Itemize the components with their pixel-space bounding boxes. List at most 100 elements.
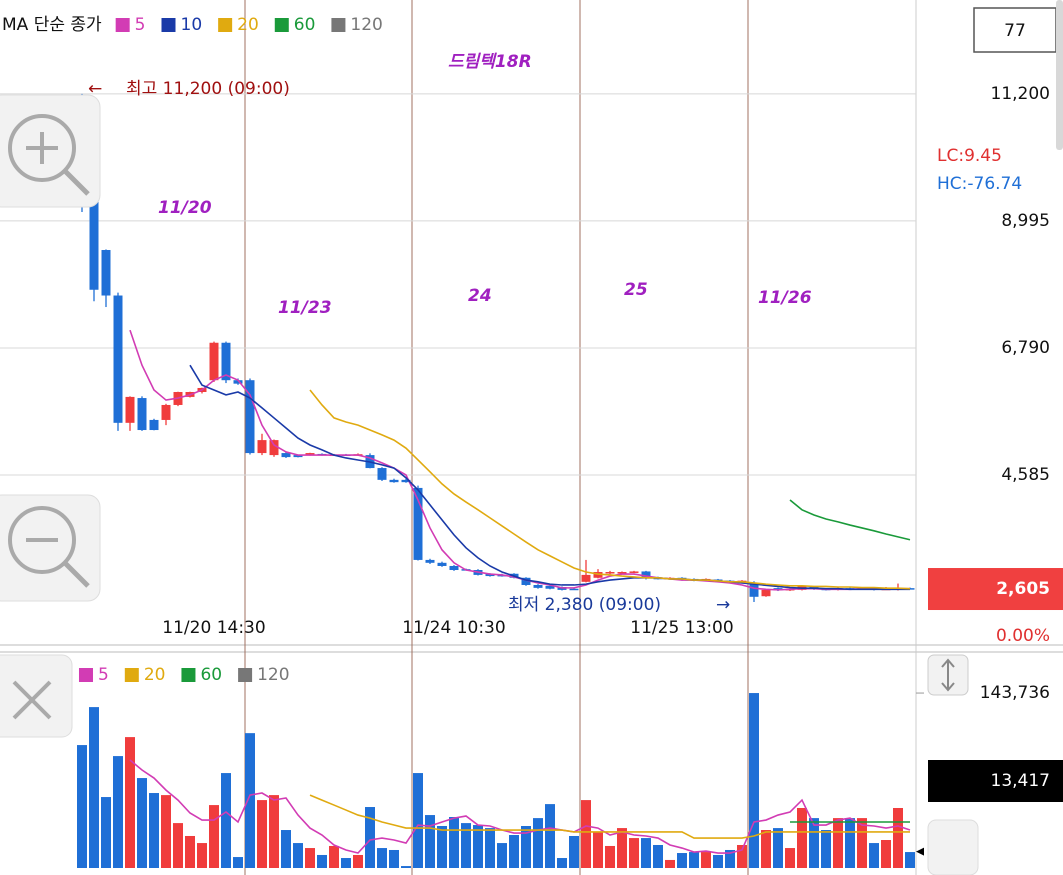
change-label: 0.00% [996,626,1050,646]
volume-bar [521,826,531,868]
volume-bar [197,843,207,868]
volume-bar [905,852,915,868]
icon [63,169,90,196]
candle-body [449,565,459,571]
volume-bar [533,818,543,868]
candle-body [89,141,99,290]
legend-label: 10 [181,15,203,35]
volume-bar [329,845,339,868]
icon [12,680,52,720]
candle-body [257,440,267,454]
resize-button[interactable] [927,654,969,696]
legend-swatch [78,668,93,682]
candle-body [401,479,411,483]
candle-body [149,419,159,431]
volume-bar [257,800,267,868]
x-tick-label: 11/20 14:30 [162,618,265,638]
volume-bar [353,854,363,868]
volume-bar [773,828,783,868]
candle-body [521,577,531,585]
volume-bar [317,854,327,868]
candle-body [125,396,135,423]
volume-bar [413,773,423,868]
candle-body [533,584,543,588]
ma-line [309,389,911,590]
last-price-label: 2,605 [996,579,1050,599]
volume-bar [617,828,627,868]
handwritten-note: 드림텍18R [448,52,532,72]
y-tick-label: 6,790 [1001,338,1050,358]
legend-swatch [181,668,196,682]
candle-body [641,571,651,579]
volume-bar [689,852,699,868]
volume-bar [425,815,435,868]
legend-swatch [274,18,289,32]
volume-bar [281,830,291,868]
button-bg[interactable] [927,819,979,875]
last-volume-marker [916,847,924,856]
handwritten-note: 24 [468,286,492,306]
arrow-left: ← [88,79,102,99]
volume-bar [833,818,843,868]
legend-swatch [124,668,139,682]
period-label[interactable]: 77 [1004,21,1026,41]
candle-body [581,574,591,582]
volume-bar [449,817,459,868]
volume-bar [293,843,303,868]
candle-body [305,453,315,456]
legend-label: 120 [257,665,289,685]
volume-bar [221,773,231,868]
volume-bar [713,854,723,868]
candle-body [113,295,123,423]
volume-bar [401,866,411,868]
volume-bar [761,830,771,868]
last-volume-box [928,760,1063,802]
volume-bar [557,858,567,868]
volume-bar [749,693,759,868]
indicator-label: HC:-76.74 [937,174,1022,194]
x-tick-label: 11/24 10:30 [402,618,505,638]
ma-line [129,759,911,854]
zoom-in-button[interactable] [0,94,101,208]
legend-label: 60 [294,15,316,35]
volume-bar [581,800,591,868]
ma-line [189,364,910,591]
volume-bar [629,838,639,868]
volume-bar [665,859,675,868]
volume-bar [797,807,807,868]
candle-body [617,572,627,574]
indicator-label: LC:9.45 [937,146,1002,166]
close-button[interactable] [0,654,73,738]
handwritten-note: 11/23 [278,298,332,318]
volume-bar [161,795,171,868]
day-separators [244,0,749,875]
volume-bar [893,807,903,868]
volume-bar [809,818,819,868]
legend-swatch [161,18,176,32]
volume-bar [209,805,219,868]
max-label: 최고 11,200 (09:00) [126,79,290,99]
candle-body [629,571,639,573]
x-tick-label: 11/25 13:00 [630,618,733,638]
volume-bar [605,845,615,868]
icon [941,658,955,692]
volume-bar [641,838,651,868]
icon [8,506,76,574]
volume-bar [185,835,195,868]
volume-bar [845,818,855,868]
volume-bar [497,843,507,868]
y-tick-label: 4,585 [1001,465,1050,485]
candle-body [593,572,603,578]
zoom-out-button[interactable] [0,494,101,602]
volume-bar [437,826,447,868]
legend-label: 20 [237,15,259,35]
legend-swatch [331,18,346,32]
volume-bar [545,804,555,868]
candle-body [209,342,219,381]
legend-swatch [218,18,233,32]
candle-body [281,453,291,458]
min-label: 최저 2,380 (09:00) [508,595,661,615]
icon [63,561,90,588]
